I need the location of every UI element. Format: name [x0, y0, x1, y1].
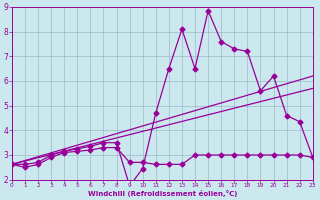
X-axis label: Windchill (Refroidissement éolien,°C): Windchill (Refroidissement éolien,°C) [88, 190, 237, 197]
